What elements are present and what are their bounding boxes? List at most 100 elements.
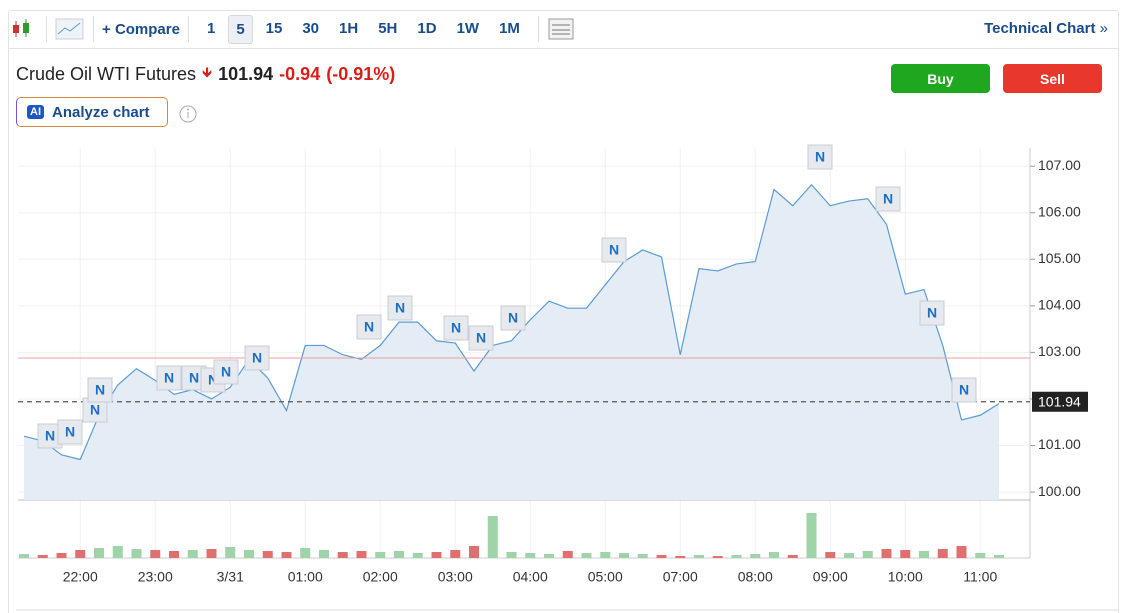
news-box (156, 365, 182, 391)
analyze-button[interactable]: AI Analyze chart (16, 97, 168, 127)
change-percent: (-0.91%) (326, 63, 396, 84)
news-marker[interactable]: N (500, 305, 526, 331)
news-box (500, 305, 526, 331)
interval-button[interactable]: 30 (302, 19, 320, 37)
news-marker[interactable]: N (443, 315, 469, 341)
volume-bar (619, 553, 629, 558)
volume-bar (469, 546, 479, 558)
x-tick-label: 07:00 (663, 569, 698, 585)
volume-bar (150, 550, 161, 558)
x-tick-label: 03:00 (438, 569, 473, 585)
news-marker[interactable]: N (156, 365, 182, 391)
news-label: N (221, 364, 231, 380)
x-tick-label: 10:00 (888, 569, 923, 585)
news-marker[interactable]: N (244, 345, 270, 371)
news-label: N (476, 330, 486, 346)
volume-bar (862, 551, 873, 558)
y-tick-label: 105.00 (1038, 250, 1081, 266)
interval-button[interactable]: 15 (265, 19, 283, 37)
news-label: N (252, 350, 262, 366)
interval-button[interactable]: 1 (206, 19, 216, 37)
x-tick-label: 02:00 (363, 569, 398, 585)
volume-bar (825, 552, 836, 558)
news-marker[interactable]: N (356, 314, 382, 340)
news-marker[interactable]: N (213, 359, 239, 385)
volume-bar (525, 553, 536, 558)
interval-button[interactable]: 5H (378, 19, 398, 37)
compare-button[interactable]: + Compare (102, 20, 180, 38)
news-box (601, 237, 627, 263)
candle-icon[interactable] (8, 17, 38, 41)
x-tick-label: 11:00 (963, 569, 997, 585)
y-tick-label: 100.00 (1038, 483, 1081, 499)
volume-bar (787, 555, 798, 558)
y-tick-label: 101.00 (1038, 436, 1081, 452)
price: 101.94 (218, 63, 274, 84)
volume-bar (712, 556, 723, 558)
x-tick-label: 01:00 (288, 569, 323, 585)
volume-bar (900, 550, 911, 558)
volume-bar (187, 550, 198, 558)
interval-button[interactable]: 5 (228, 14, 253, 44)
y-tick-label: 106.00 (1038, 203, 1081, 219)
volume-bar (637, 554, 648, 558)
volume-bar (506, 552, 517, 558)
instrument-name: Crude Oil WTI Futures (16, 63, 197, 84)
news-marker[interactable]: N (87, 377, 113, 403)
news-box (468, 325, 494, 351)
news-label: N (609, 242, 619, 258)
volume-bar (356, 551, 367, 558)
news-marker[interactable]: N (919, 300, 945, 326)
compare-label: Compare (114, 20, 180, 38)
price-tag-label: 101.94 (1038, 393, 1081, 409)
toolbar: + Compare 1 5 15 30 1H 5H 1D 1W 1M Technical Cha… (8, 10, 1118, 49)
quote: Crude Oil WTI Futures 🡻 101.94 -0.94 (-0… (16, 62, 395, 86)
news-marker[interactable]: N (601, 237, 627, 263)
volume-bar (244, 550, 254, 558)
buy-button[interactable]: Buy (891, 64, 990, 93)
volume-bar (675, 556, 686, 558)
news-label: N (45, 428, 55, 444)
volume-bar (56, 553, 67, 558)
price-tag (1032, 391, 1088, 412)
sell-button[interactable]: Sell (1003, 64, 1102, 93)
interval-button[interactable]: 1H (339, 19, 359, 37)
volume-bar (300, 548, 311, 558)
volume-bar (19, 554, 29, 558)
x-tick-label: 04:00 (513, 569, 548, 585)
volume-bar (431, 552, 442, 558)
volume-bar (562, 551, 573, 558)
x-tick-label: 09:00 (813, 569, 848, 585)
y-tick-label: 107.00 (1038, 157, 1081, 173)
area-icon[interactable] (55, 17, 85, 41)
volume-bar (375, 552, 386, 558)
technical-chart-link[interactable]: Technical Chart » (984, 20, 1108, 37)
news-marker[interactable]: N (807, 144, 833, 170)
news-marker[interactable]: N (387, 295, 413, 321)
volume-bar (225, 547, 236, 558)
volume-bar (281, 552, 292, 558)
volume-bar (937, 549, 948, 558)
news-marker[interactable]: N (468, 325, 494, 351)
y-tick-label: 103.00 (1038, 343, 1081, 359)
news-marker[interactable]: N (57, 419, 83, 445)
news-marker[interactable]: N (951, 377, 977, 403)
news-box (57, 419, 83, 445)
news-box (807, 144, 833, 170)
volume-bar (544, 554, 554, 558)
news-box (387, 295, 413, 321)
interval-button[interactable]: 1W (456, 19, 480, 37)
news-box (919, 300, 945, 326)
volume-bar (656, 555, 667, 558)
volume-bar (600, 552, 611, 558)
info-icon[interactable] (178, 104, 198, 124)
x-tick-label: 23:00 (138, 569, 173, 585)
interval-button[interactable]: 1D (417, 19, 437, 37)
volume-bar (769, 552, 779, 558)
volume-bar (412, 553, 423, 558)
layout-icon[interactable] (547, 17, 575, 41)
news-marker[interactable]: N (875, 186, 901, 212)
volume-bar (919, 551, 929, 558)
interval-button[interactable]: 1M (499, 19, 520, 37)
